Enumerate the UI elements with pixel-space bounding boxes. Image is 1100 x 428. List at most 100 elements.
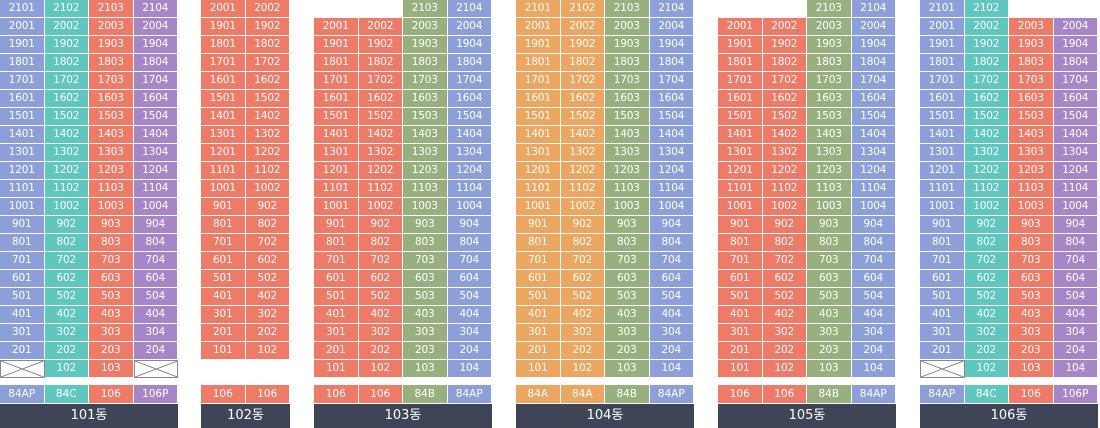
unit-cell[interactable]: 1804: [649, 54, 694, 72]
unit-cell[interactable]: 1503: [1009, 108, 1054, 126]
unit-cell[interactable]: 603: [1009, 270, 1054, 288]
unit-cell[interactable]: 1501: [201, 90, 246, 108]
unit-cell[interactable]: 304: [649, 324, 694, 342]
unit-cell[interactable]: 803: [605, 234, 650, 252]
unit-cell[interactable]: 1604: [649, 90, 694, 108]
unit-cell[interactable]: 702: [762, 252, 807, 270]
unit-cell[interactable]: 104: [447, 360, 492, 378]
unit-cell[interactable]: 2004: [649, 18, 694, 36]
unit-cell[interactable]: 704: [851, 252, 896, 270]
unit-cell[interactable]: 804: [133, 234, 178, 252]
unit-cell[interactable]: 302: [560, 324, 605, 342]
unit-cell[interactable]: 403: [403, 306, 448, 324]
unit-cell[interactable]: 702: [358, 252, 403, 270]
unit-cell[interactable]: 903: [1009, 216, 1054, 234]
unit-cell[interactable]: 1402: [358, 126, 403, 144]
unit-cell[interactable]: 1202: [762, 162, 807, 180]
unit-cell[interactable]: 601: [516, 270, 561, 288]
unit-cell[interactable]: 104: [1053, 360, 1098, 378]
unit-cell[interactable]: 1401: [314, 126, 359, 144]
unit-cell[interactable]: 1202: [560, 162, 605, 180]
unit-cell[interactable]: 1501: [516, 108, 561, 126]
unit-cell[interactable]: 2003: [403, 18, 448, 36]
unit-cell[interactable]: 1803: [89, 54, 134, 72]
unit-cell[interactable]: 1602: [762, 90, 807, 108]
unit-cell[interactable]: 1001: [0, 198, 45, 216]
unit-cell[interactable]: 802: [560, 234, 605, 252]
unit-cell[interactable]: 203: [403, 342, 448, 360]
unit-cell[interactable]: 103: [807, 360, 852, 378]
unit-cell[interactable]: 1103: [1009, 180, 1054, 198]
unit-cell[interactable]: 1901: [920, 36, 965, 54]
unit-cell[interactable]: 504: [851, 288, 896, 306]
unit-cell[interactable]: 1704: [133, 72, 178, 90]
unit-cell[interactable]: 1204: [851, 162, 896, 180]
unit-cell[interactable]: 303: [605, 324, 650, 342]
unit-cell[interactable]: 1704: [447, 72, 492, 90]
unit-cell[interactable]: 501: [718, 288, 763, 306]
unit-cell[interactable]: 1402: [762, 126, 807, 144]
unit-cell[interactable]: 1202: [245, 144, 290, 162]
unit-cell[interactable]: 1103: [89, 180, 134, 198]
unit-cell[interactable]: 1701: [0, 72, 45, 90]
unit-cell[interactable]: 1201: [516, 162, 561, 180]
unit-cell[interactable]: 201: [0, 342, 45, 360]
unit-cell[interactable]: 801: [0, 234, 45, 252]
unit-cell[interactable]: 104: [649, 360, 694, 378]
unit-cell[interactable]: 402: [245, 288, 290, 306]
unit-cell[interactable]: 1401: [718, 126, 763, 144]
unit-cell[interactable]: 1302: [560, 144, 605, 162]
unit-cell[interactable]: 504: [447, 288, 492, 306]
unit-cell[interactable]: 1701: [201, 54, 246, 72]
unit-cell[interactable]: 1802: [762, 54, 807, 72]
unit-cell[interactable]: 1904: [649, 36, 694, 54]
unit-cell[interactable]: 1703: [807, 72, 852, 90]
unit-cell[interactable]: 403: [1009, 306, 1054, 324]
unit-cell[interactable]: 1402: [560, 126, 605, 144]
unit-cell[interactable]: 1203: [1009, 162, 1054, 180]
unit-cell[interactable]: 903: [89, 216, 134, 234]
unit-cell[interactable]: 701: [920, 252, 965, 270]
unit-cell[interactable]: 2002: [245, 0, 290, 18]
unit-cell[interactable]: 202: [358, 342, 403, 360]
unit-cell[interactable]: 1403: [1009, 126, 1054, 144]
unit-cell[interactable]: 803: [807, 234, 852, 252]
unit-cell[interactable]: 2001: [718, 18, 763, 36]
unit-cell[interactable]: 1902: [44, 36, 89, 54]
unit-cell[interactable]: 2002: [358, 18, 403, 36]
unit-cell[interactable]: 1501: [0, 108, 45, 126]
unit-cell[interactable]: 301: [0, 324, 45, 342]
unit-cell[interactable]: 902: [560, 216, 605, 234]
unit-cell[interactable]: 603: [605, 270, 650, 288]
unit-cell[interactable]: 1004: [133, 198, 178, 216]
unit-cell[interactable]: 1201: [920, 162, 965, 180]
unit-cell[interactable]: 1302: [245, 126, 290, 144]
unit-cell[interactable]: 903: [807, 216, 852, 234]
unit-cell[interactable]: 901: [0, 216, 45, 234]
unit-cell[interactable]: 401: [314, 306, 359, 324]
unit-cell[interactable]: 1203: [605, 162, 650, 180]
unit-cell[interactable]: 602: [358, 270, 403, 288]
unit-cell[interactable]: 1504: [649, 108, 694, 126]
unit-cell[interactable]: 1901: [718, 36, 763, 54]
unit-cell[interactable]: 201: [314, 342, 359, 360]
unit-cell[interactable]: 902: [762, 216, 807, 234]
unit-cell[interactable]: 1802: [964, 54, 1009, 72]
unit-cell[interactable]: 1101: [516, 180, 561, 198]
unit-cell[interactable]: 801: [201, 216, 246, 234]
unit-cell[interactable]: 1404: [133, 126, 178, 144]
unit-cell[interactable]: 102: [358, 360, 403, 378]
unit-cell[interactable]: 603: [807, 270, 852, 288]
unit-cell[interactable]: 602: [762, 270, 807, 288]
unit-cell[interactable]: 1801: [718, 54, 763, 72]
unit-cell[interactable]: 2004: [133, 18, 178, 36]
unit-cell[interactable]: 503: [807, 288, 852, 306]
unit-cell[interactable]: 1803: [807, 54, 852, 72]
unit-cell[interactable]: 704: [649, 252, 694, 270]
unit-cell[interactable]: 601: [314, 270, 359, 288]
unit-cell[interactable]: 1903: [605, 36, 650, 54]
unit-cell[interactable]: 1503: [89, 108, 134, 126]
unit-cell[interactable]: 602: [245, 252, 290, 270]
unit-cell[interactable]: 1801: [920, 54, 965, 72]
unit-cell[interactable]: 1604: [447, 90, 492, 108]
